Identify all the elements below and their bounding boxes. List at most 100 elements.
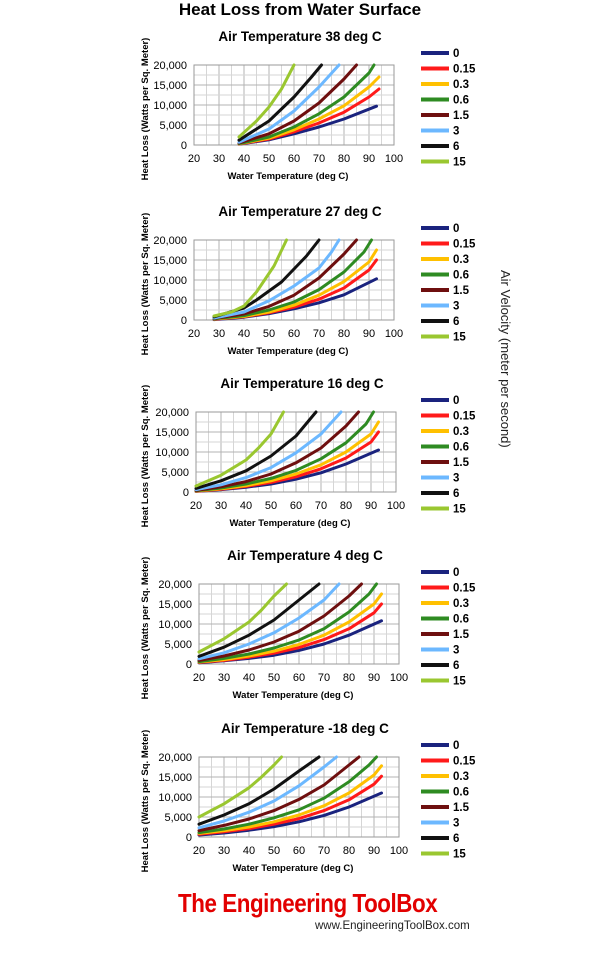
y-tick-label: 15,000 — [158, 772, 192, 784]
x-tick-label: 80 — [343, 845, 355, 857]
x-tick-label: 40 — [243, 845, 255, 857]
x-tick-label: 60 — [293, 845, 305, 857]
chart-5: Air Temperature -18 deg C 0 5,000 10,000 15,… — [140, 721, 476, 874]
x-tick-label: 20 — [193, 845, 205, 857]
legend-label: 0 — [453, 567, 459, 579]
x-tick-label: 60 — [288, 153, 300, 165]
legend-label: 3 — [453, 126, 459, 138]
x-tick-label: 100 — [390, 672, 408, 684]
legend-label: 6 — [453, 488, 459, 500]
air-velocity-legend-title: Air Velocity (meter per second) — [498, 270, 523, 448]
chart-1: Air Temperature 38 deg C 0 5,000 10,000 15,0… — [140, 29, 476, 182]
chart-3: Air Temperature 16 deg C 0 5,000 10,000 15,0… — [140, 376, 476, 529]
plot-frame — [195, 411, 397, 493]
y-tick-label: 5,000 — [159, 120, 187, 132]
y-tick-label: 0 — [181, 140, 187, 152]
series-line-3 — [194, 410, 343, 492]
series-group — [212, 238, 378, 322]
x-tick-label: 40 — [238, 328, 250, 340]
x-tick-label: 80 — [340, 500, 352, 512]
y-tick-label: 5,000 — [164, 639, 192, 651]
x-tick-label: 60 — [290, 500, 302, 512]
legend: 0 0.15 0.3 0.6 1.5 3 6 15 — [421, 567, 476, 688]
y-axis-label: Heat Loss (Watts per Sq. Meter) — [140, 385, 151, 528]
x-tick-label: 40 — [240, 500, 252, 512]
series-group — [197, 755, 383, 837]
x-tick-label: 40 — [238, 153, 250, 165]
legend-label: 0.15 — [453, 64, 476, 76]
y-tick-label: 5,000 — [159, 295, 187, 307]
series-line-1-5 — [212, 238, 358, 320]
legend-label: 0.6 — [453, 270, 469, 282]
series-line-0-6 — [212, 238, 373, 321]
legend-label: 0.15 — [453, 756, 476, 768]
chart-title: Air Temperature 27 deg C — [218, 204, 382, 219]
legend-label: 0.6 — [453, 95, 469, 107]
legend-label: 0.6 — [453, 442, 469, 454]
legend-label: 3 — [453, 473, 459, 485]
series-line-1-5 — [197, 582, 363, 662]
series-group — [197, 582, 383, 665]
x-tick-label: 90 — [368, 672, 380, 684]
legend-label: 6 — [453, 833, 459, 845]
chart-title: Air Temperature -18 deg C — [221, 721, 389, 736]
legend: 0 0.15 0.3 0.6 1.5 3 6 15 — [421, 395, 476, 516]
y-tick-label: 10,000 — [153, 275, 187, 287]
legend-label: 0 — [453, 48, 459, 60]
series-line-0-6 — [194, 410, 375, 493]
x-tick-label: 50 — [263, 328, 275, 340]
legend: 0 0.15 0.3 0.6 1.5 3 6 15 — [421, 223, 476, 344]
legend-label: 3 — [453, 818, 459, 830]
chart-title: Air Temperature 4 deg C — [227, 548, 383, 563]
legend-label: 6 — [453, 316, 459, 328]
series-line-3 — [237, 63, 341, 144]
x-tick-label: 50 — [268, 672, 280, 684]
x-tick-label: 30 — [213, 153, 225, 165]
x-tick-label: 30 — [218, 845, 230, 857]
x-tick-label: 100 — [385, 328, 403, 340]
legend-label: 0.3 — [453, 79, 469, 91]
air-velocity-label: Air Velocity (meter per second) — [498, 270, 513, 448]
legend-label: 0.15 — [453, 411, 476, 423]
x-axis-label: Water Temperature (deg C) — [228, 346, 349, 357]
series-line-15 — [197, 582, 288, 654]
legend-label: 1.5 — [453, 629, 470, 641]
series-line-0-6 — [197, 582, 378, 664]
series-line-15 — [197, 755, 283, 819]
x-tick-label: 100 — [385, 153, 403, 165]
x-axis-label: Water Temperature (deg C) — [233, 690, 354, 701]
legend-label: 1.5 — [453, 285, 470, 297]
x-tick-label: 40 — [243, 672, 255, 684]
x-tick-label: 20 — [190, 500, 202, 512]
legend-label: 1.5 — [453, 457, 470, 469]
y-tick-label: 15,000 — [153, 255, 187, 267]
chart-4: Air Temperature 4 deg C 0 5,000 10,000 15,00… — [140, 548, 476, 701]
legend-label: 15 — [453, 332, 466, 344]
legend-label: 0.3 — [453, 771, 469, 783]
legend-label: 1.5 — [453, 802, 470, 814]
legend-label: 0.6 — [453, 614, 469, 626]
y-tick-label: 20,000 — [158, 752, 192, 764]
x-tick-label: 60 — [288, 328, 300, 340]
series-group — [237, 63, 381, 146]
y-tick-label: 15,000 — [155, 427, 189, 439]
legend-label: 0.3 — [453, 426, 469, 438]
x-tick-label: 90 — [365, 500, 377, 512]
x-tick-label: 90 — [363, 153, 375, 165]
series-line-0-6 — [237, 63, 376, 146]
x-tick-label: 30 — [215, 500, 227, 512]
legend-label: 0.15 — [453, 583, 476, 595]
chart-title: Air Temperature 16 deg C — [220, 376, 384, 391]
series-line-15 — [194, 410, 285, 488]
y-tick-label: 20,000 — [153, 235, 187, 247]
x-tick-label: 100 — [390, 845, 408, 857]
x-tick-label: 20 — [188, 153, 200, 165]
y-axis-label: Heat Loss (Watts per Sq. Meter) — [140, 557, 151, 700]
legend-label: 0.6 — [453, 787, 469, 799]
series-line-1-5 — [237, 63, 358, 145]
x-tick-label: 30 — [213, 328, 225, 340]
y-tick-label: 10,000 — [155, 447, 189, 459]
y-tick-label: 20,000 — [158, 579, 192, 591]
legend-label: 15 — [453, 676, 466, 688]
series-line-6 — [194, 410, 318, 490]
